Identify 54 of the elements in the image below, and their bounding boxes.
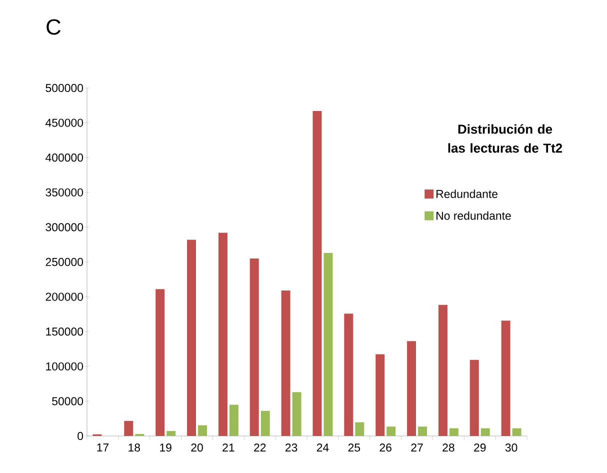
bar [438, 304, 448, 436]
bar [166, 430, 176, 436]
legend-label: No redundante [436, 211, 511, 220]
x-tick-label: 21 [222, 444, 234, 452]
bar [418, 426, 428, 436]
y-tick-label: 0 [78, 432, 84, 440]
x-tick-label: 30 [505, 444, 518, 452]
bar [260, 410, 270, 436]
bar [250, 258, 259, 436]
y-tick-label: 100000 [46, 362, 84, 370]
y-tick-label: 400000 [46, 154, 84, 162]
bar [512, 428, 522, 436]
y-tick-label: 300000 [46, 223, 84, 232]
bar [449, 428, 458, 436]
bar [156, 289, 165, 436]
bar [407, 341, 416, 436]
text: C [46, 19, 61, 35]
y-tick-label: 450000 [46, 118, 84, 127]
x-tick-label: 27 [411, 444, 423, 452]
y-tick-label: 200000 [46, 292, 84, 301]
x-tick-label: 26 [380, 444, 392, 452]
legend-label: Redundante [436, 190, 498, 198]
legend-title: Distribución de las lecturas de Tt2 [448, 124, 562, 153]
bar [187, 240, 196, 436]
bar [344, 314, 354, 436]
y-tick-label: 50000 [52, 397, 84, 406]
y-tick-label: 500000 [46, 84, 84, 92]
bar [229, 404, 238, 436]
bar [292, 392, 302, 436]
y-tick-label: 350000 [46, 188, 84, 196]
x-tick-label: 17 [97, 444, 109, 452]
x-tick-label: 23 [286, 444, 298, 452]
bar [480, 428, 490, 436]
x-tick-label: 24 [316, 444, 329, 452]
bar [501, 320, 510, 436]
bar [355, 422, 364, 436]
bar [312, 110, 322, 436]
bar [324, 252, 333, 436]
bar [124, 420, 134, 436]
bar [218, 232, 228, 436]
x-tick-label: 20 [191, 444, 203, 452]
x-tick-label: 28 [442, 444, 454, 452]
y-tick-label: 150000 [46, 328, 84, 336]
bar [281, 290, 290, 436]
bar [376, 354, 385, 436]
y-tick-label: 250000 [46, 258, 84, 266]
x-tick-label: 29 [474, 444, 486, 452]
x-tick-label: 18 [128, 444, 140, 452]
x-tick-label: 22 [254, 444, 266, 452]
bar [386, 426, 396, 436]
x-tick-label: 25 [348, 444, 360, 452]
bar [198, 425, 207, 436]
x-tick-label: 19 [160, 444, 172, 452]
bar [470, 360, 479, 436]
